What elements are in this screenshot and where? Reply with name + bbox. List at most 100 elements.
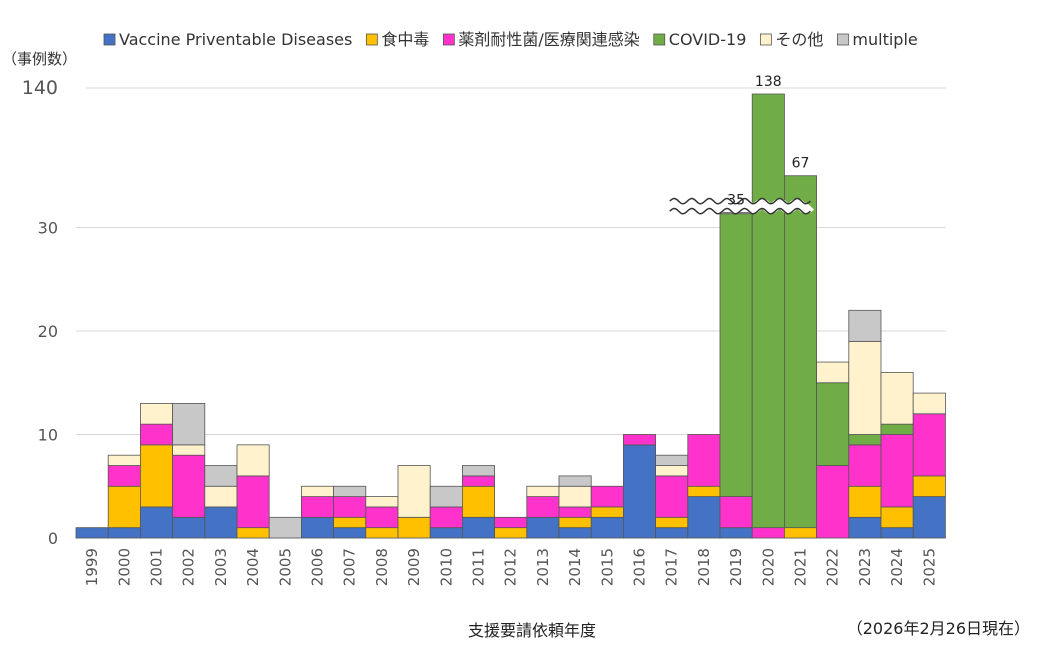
bar-segment-2006-s0 (300, 516, 334, 539)
bar-segment-2018-s2 (687, 434, 721, 487)
bar-segment-2002-s2 (172, 454, 206, 518)
bar-segment-2011-s5 (461, 465, 495, 477)
legend-swatch (836, 33, 849, 46)
bar-segment-2023-s0 (848, 516, 882, 539)
bar-segment-2012-s2 (494, 516, 528, 529)
x-axis-label: 支援要請依頼年度 (468, 621, 596, 640)
bar-segment-2011-s1 (461, 485, 495, 518)
x-tick-label: 2024 (888, 548, 906, 586)
bar-segment-2008-s1 (365, 527, 399, 539)
bar-segment-2011-s0 (461, 516, 495, 539)
bar-segment-2019-s3 (719, 213, 753, 497)
bar-segment-2023-s5 (848, 309, 882, 342)
bar-segment-2002-s5 (172, 403, 206, 446)
y-tick-label: 20 (38, 322, 58, 341)
bar-segment-2023-s4 (848, 340, 882, 435)
x-tick-label: 2023 (856, 548, 874, 586)
bar-segment-2020-s2 (751, 527, 785, 539)
bar-segment-2024-s2 (880, 434, 914, 508)
bar-segment-2019-s0 (719, 527, 753, 539)
x-tick-label: 2005 (276, 548, 294, 586)
legend-label: multiple (852, 30, 917, 49)
bar-segment-2018-s1 (687, 485, 721, 498)
bar-segment-2016-s2 (623, 434, 657, 446)
bar-segment-2007-s5 (333, 485, 367, 498)
y-tick-label: 30 (38, 219, 58, 238)
legend-swatch (442, 33, 455, 46)
x-tick-label: 2016 (631, 548, 649, 586)
y-tick-labels: 0 10 20 30 140 (22, 77, 58, 548)
bar-segment-2017-s1 (655, 516, 689, 529)
x-tick-label: 2007 (341, 548, 359, 586)
x-tick-label: 2009 (405, 548, 423, 586)
x-tick-label: 2012 (502, 548, 520, 586)
bar-segment-2014-s0 (558, 527, 592, 539)
bar-segment-2006-s4 (300, 485, 334, 498)
x-tick-label: 2021 (792, 548, 810, 586)
bar-segment-2002-s4 (172, 444, 206, 456)
bar-segment-2002-s0 (172, 516, 206, 539)
x-tick-labels: 1999 2000 2001 2002 2003 2004 2005 2006 2007 2008… (83, 548, 938, 586)
axis-break-line-upper (669, 197, 811, 205)
x-tick-label: 2004 (244, 548, 262, 586)
bar-segment-2005-s5 (268, 516, 302, 539)
x-tick-label: 2014 (566, 548, 584, 586)
bar-segment-2018-s0 (687, 496, 721, 539)
bar-segment-2022-s2 (816, 465, 850, 539)
bar-segment-2008-s2 (365, 506, 399, 529)
bar-segment-1999-s0 (75, 527, 109, 539)
x-tick-label: 2025 (920, 548, 938, 586)
legend-label: 食中毒 (381, 30, 429, 49)
legend-label: Vaccine Priventable Diseases (119, 30, 352, 49)
x-tick-label: 2015 (598, 548, 616, 586)
bar-segment-2001-s1 (139, 444, 173, 508)
bar-segment-2025-s1 (912, 475, 946, 497)
x-tick-label: 2020 (759, 548, 777, 586)
x-tick-label: 2013 (534, 548, 552, 586)
bar-segment-2003-s4 (204, 485, 238, 508)
bar-segment-2000-s1 (107, 485, 141, 529)
bar-segment-2011-s2 (461, 475, 495, 487)
bar-segment-2004-s4 (236, 444, 270, 477)
legend: Vaccine Priventable Diseases 食中毒 薬剤耐性菌/医療関… (103, 30, 918, 49)
bar-segment-2001-s2 (139, 423, 173, 446)
legend-label: COVID-19 (669, 30, 747, 49)
bar-segment-2017-s2 (655, 475, 689, 518)
y-tick-label: 140 (22, 77, 58, 99)
axis-break-line-lower (669, 207, 811, 215)
x-tick-label: 2006 (309, 548, 327, 586)
bar-segment-2017-s4 (655, 465, 689, 477)
bar-segment-2007-s1 (333, 516, 367, 529)
bar-segment-2003-s0 (204, 506, 238, 539)
bar-segment-2024-s1 (880, 506, 914, 529)
bars (75, 93, 946, 539)
bar-segment-2024-s0 (880, 527, 914, 539)
bar-segment-2021-s3 (784, 175, 818, 529)
bar-segment-2016-s0 (623, 444, 657, 539)
bar-segment-2007-s2 (333, 496, 367, 518)
legend-swatch (653, 33, 666, 46)
y-tick-label: 0 (48, 529, 58, 548)
bar-segment-2007-s0 (333, 527, 367, 539)
x-tick-label: 2000 (115, 548, 133, 586)
x-tick-label: 2002 (180, 548, 198, 586)
bar-segment-2014-s1 (558, 516, 592, 529)
x-tick-label: 2003 (212, 548, 230, 586)
x-tick-label: 2010 (437, 548, 455, 586)
bar-segment-2023-s1 (848, 485, 882, 518)
bar-segment-2024-s3 (880, 423, 914, 435)
x-tick-label: 2011 (470, 548, 488, 586)
axis-break-gap (666, 198, 814, 214)
bar-segment-2017-s0 (655, 527, 689, 539)
bar-segment-2013-s2 (526, 496, 560, 518)
bar-segment-2006-s2 (300, 496, 334, 518)
bar-segment-2019-s2 (719, 496, 753, 529)
bar-segment-2001-s0 (139, 506, 173, 539)
bar-segment-2023-s3 (848, 434, 882, 446)
bar-segment-2014-s2 (558, 506, 592, 518)
bar-segment-2000-s4 (107, 454, 141, 466)
x-tick-label: 2008 (373, 548, 391, 586)
axis-break (666, 197, 814, 215)
